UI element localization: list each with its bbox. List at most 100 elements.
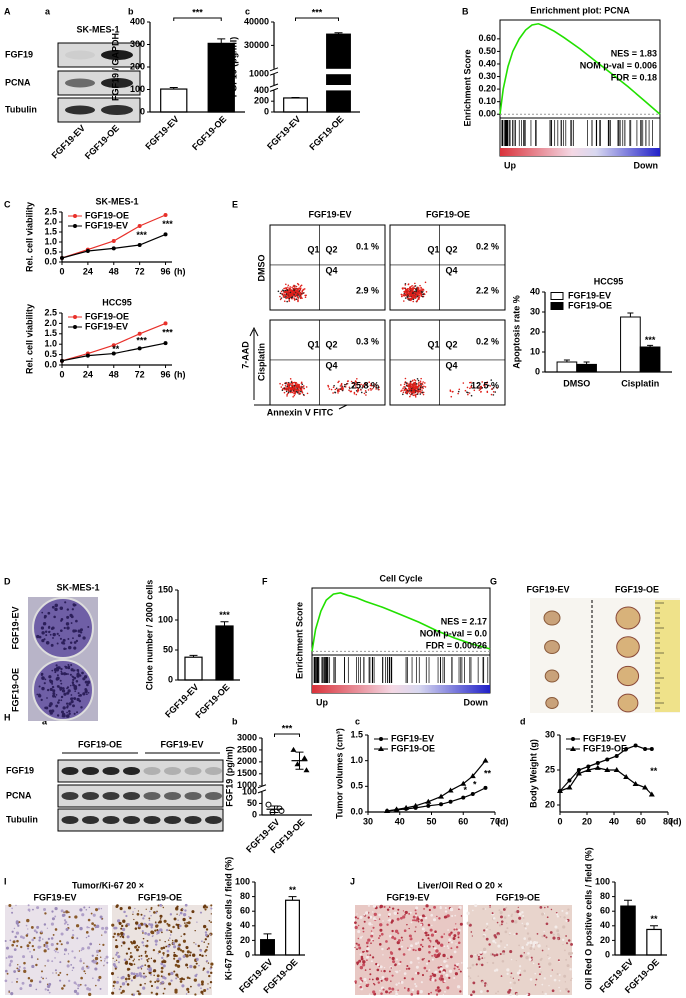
colony [59, 637, 62, 640]
flow-dot [355, 389, 358, 392]
texture-dot [393, 911, 397, 915]
flow-dot [407, 288, 409, 290]
texture-dot [454, 964, 457, 966]
texture-dot [137, 946, 140, 949]
texture-dot [150, 923, 154, 927]
flow-dot [402, 393, 404, 396]
colony [78, 694, 81, 697]
texture-dot [151, 935, 154, 938]
texture-dot [563, 916, 566, 919]
colony [72, 637, 74, 640]
flow-dot [356, 390, 359, 393]
chart-title: SK-MES-1 [95, 196, 138, 206]
y-tick-label: 0.00 [478, 109, 496, 119]
texture-dot [13, 927, 16, 930]
texture-dot [110, 971, 115, 976]
texture-dot [471, 935, 473, 937]
legend-label: FGF19-EV [85, 220, 128, 230]
flow-dot [408, 390, 411, 392]
texture-dot [160, 975, 163, 978]
colony [73, 669, 76, 672]
texture-dot [118, 988, 121, 991]
error-bar [189, 654, 198, 658]
texture-dot [125, 952, 129, 955]
texture-dot [440, 935, 444, 939]
texture-dot [435, 949, 439, 953]
texture-dot [148, 922, 151, 926]
texture-dot [512, 977, 514, 979]
texture-dot [423, 908, 425, 910]
texture-dot [369, 973, 372, 976]
flow-dot [424, 386, 427, 388]
texture-dot [440, 977, 444, 981]
texture-dot [381, 947, 384, 951]
texture-dot [45, 941, 49, 945]
legend-marker [73, 325, 77, 329]
texture-dot [479, 990, 483, 993]
texture-dot [396, 912, 399, 915]
flow-dot [286, 395, 288, 397]
point [303, 767, 310, 773]
flow-dot [294, 390, 296, 393]
texture-dot [136, 944, 139, 947]
flow-dot [414, 388, 417, 391]
texture-dot [388, 915, 390, 918]
texture-dot [88, 906, 91, 909]
flow-dot [287, 286, 289, 288]
texture-dot [367, 954, 369, 956]
texture-dot [173, 970, 176, 973]
texture-dot [63, 922, 66, 925]
texture-dot [165, 945, 168, 948]
axis-label: Annexin V FITC [267, 407, 334, 417]
texture-dot [359, 915, 363, 919]
texture-dot [159, 904, 163, 907]
significance: *** [645, 335, 656, 345]
blot-row-label: PCNA [6, 790, 32, 800]
colony [51, 626, 55, 630]
texture-dot [180, 935, 182, 937]
texture-dot [67, 911, 70, 914]
point [460, 780, 467, 786]
ruler [655, 600, 680, 712]
colony [63, 626, 66, 630]
flow-dot [287, 295, 290, 298]
significance: *** [312, 7, 323, 17]
texture-dot [498, 924, 502, 927]
texture-dot [85, 908, 88, 911]
blot-band [102, 767, 120, 775]
texture-dot [407, 967, 411, 970]
texture-dot [80, 958, 82, 960]
texture-dot [184, 909, 187, 912]
texture-dot [428, 908, 431, 912]
texture-dot [66, 973, 69, 976]
texture-dot [500, 915, 503, 919]
texture-dot [406, 964, 409, 967]
texture-dot [50, 922, 55, 926]
colony [62, 638, 66, 642]
flow-dot [296, 287, 299, 290]
bar [285, 899, 300, 956]
texture-dot [402, 953, 406, 956]
texture-dot [194, 993, 197, 996]
error-bar [217, 38, 226, 44]
y-tick-label: 400 [254, 85, 269, 95]
texture-dot [46, 927, 49, 929]
texture-dot [443, 933, 446, 935]
row-label: FGF19-OE [10, 668, 20, 712]
colony [73, 697, 77, 700]
texture-dot [354, 946, 356, 949]
flow-dot [300, 385, 303, 388]
flow-dot [288, 387, 291, 390]
flow-dot [420, 286, 422, 289]
texture-dot [415, 906, 419, 910]
texture-dot [456, 985, 461, 989]
y-tick-label: 3000 [237, 732, 257, 742]
texture-dot [537, 963, 540, 966]
texture-dot [125, 914, 128, 918]
texture-dot [459, 990, 462, 993]
texture-dot [408, 927, 410, 930]
blot-band [184, 816, 202, 824]
point [447, 787, 454, 793]
texture-dot [36, 925, 40, 929]
texture-dot [94, 967, 98, 971]
